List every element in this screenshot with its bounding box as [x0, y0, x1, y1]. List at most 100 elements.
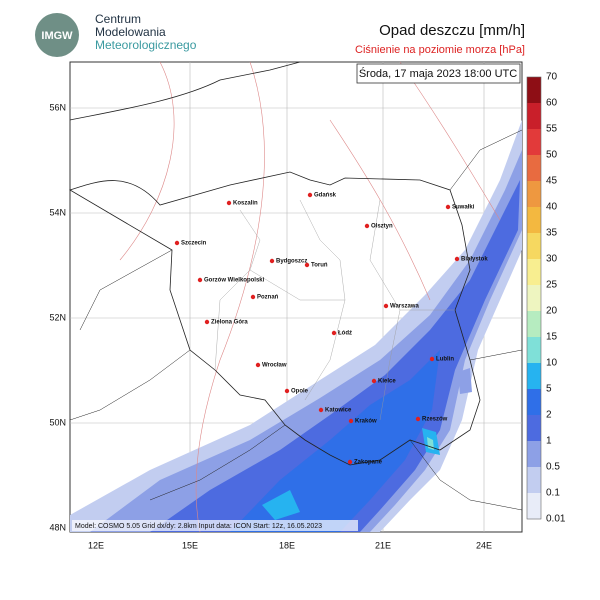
colorbar-label: 70 [546, 72, 558, 83]
city-label: Toruń [311, 263, 328, 269]
logo-line: Modelowania [95, 25, 166, 39]
colorbar-segment [527, 493, 541, 520]
colorbar-label: 2 [546, 410, 552, 421]
lat-label: 50N [49, 417, 66, 427]
city-dot [454, 256, 460, 262]
city-dot [348, 418, 354, 424]
lat-label: 54N [49, 207, 66, 217]
colorbar: 70 60 55 50 45 40 35 30 25 20 15 10 5 2 1 0.5 0.1 0.01 [526, 72, 566, 525]
subtitle: Ciśnienie na poziomie morza [hPa] [355, 44, 525, 56]
logo-text: IMGW [41, 30, 73, 42]
city-label: Lublin [436, 357, 454, 363]
city-label: Poznań [257, 295, 279, 301]
colorbar-label: 30 [546, 254, 558, 265]
axes: 56N 54N 52N 50N 48N 12E 15E 18E 21E 24E [49, 102, 492, 550]
colorbar-segment [527, 129, 541, 156]
lat-label: 56N [49, 102, 66, 112]
colorbar-segment [527, 181, 541, 208]
lon-label: 21E [375, 540, 391, 550]
colorbar-segment [527, 233, 541, 260]
regions [214, 199, 455, 421]
colorbar-label: 0.1 [546, 488, 560, 499]
city-label: Suwałki [452, 205, 475, 211]
city-label: Olsztyn [371, 224, 393, 230]
city-dot [429, 356, 435, 362]
city-dot [383, 303, 389, 309]
colorbar-label: 40 [546, 202, 558, 213]
colorbar-segment [527, 311, 541, 338]
footer-box [72, 520, 358, 531]
city-dot [318, 407, 324, 413]
colorbar-segment [527, 259, 541, 286]
colorbar-segment [527, 415, 541, 442]
precipitation [70, 120, 522, 532]
map: Środa, 17 maja 2023 18:00 UTC Model: COS… [69, 61, 523, 533]
colorbar-label: 55 [546, 124, 558, 135]
colorbar-label: 1 [546, 436, 552, 447]
city-dot [304, 262, 310, 268]
city-label: Łódź [338, 331, 352, 337]
lat-label: 52N [49, 312, 66, 322]
colorbar-label: 15 [546, 332, 558, 343]
colorbar-segment [527, 103, 541, 130]
colorbar-segment [527, 337, 541, 364]
colorbar-label: 25 [546, 280, 558, 291]
colorbar-label: 45 [546, 176, 558, 187]
footer: Model: COSMO 5.05 Grid dx/dy: 2.8km Inpu… [75, 523, 322, 530]
city-dot [445, 204, 451, 210]
colorbar-label: 0.01 [546, 514, 566, 525]
city-label: Koszalin [233, 201, 258, 207]
city-dot [204, 319, 210, 325]
city-dot [197, 277, 203, 283]
city-dot [307, 192, 313, 198]
city-label: Opole [291, 389, 309, 395]
colorbar-segment [527, 441, 541, 468]
city-label: Białystok [461, 257, 488, 263]
city-dot [415, 416, 421, 422]
city-label: Katowice [325, 408, 352, 414]
logo [35, 13, 79, 57]
lon-label: 24E [476, 540, 492, 550]
timestamp-box [356, 63, 521, 84]
colorbar-segment [527, 285, 541, 312]
city-dot [255, 362, 261, 368]
city-dot [250, 294, 256, 300]
lon-label: 15E [182, 540, 198, 550]
city-label: Gdańsk [314, 193, 337, 199]
colorbar-segment [527, 77, 541, 104]
lat-label: 48N [49, 522, 66, 532]
colorbar-label: 35 [546, 228, 558, 239]
city-dot [364, 223, 370, 229]
city-label: Warszawa [390, 304, 419, 310]
title: Opad deszczu [mm/h] [379, 22, 525, 39]
city-label: Gorzów Wielkopolski [204, 278, 265, 284]
city-dot [284, 388, 290, 394]
logo-line: Centrum [95, 12, 141, 26]
city-dot [226, 200, 232, 206]
city-dot [174, 240, 180, 246]
city-dot [347, 459, 353, 465]
borders [69, 61, 523, 511]
colorbar-label: 0.5 [546, 462, 560, 473]
colorbar-segment [527, 207, 541, 234]
city-label: Wrocław [262, 363, 287, 369]
colorbar-label: 60 [546, 98, 558, 109]
city-label: Kraków [355, 419, 377, 425]
timestamp: Środa, 17 maja 2023 18:00 UTC [359, 67, 517, 80]
city-label: Rzeszów [422, 417, 448, 423]
colorbar-label: 20 [546, 306, 558, 317]
colorbar-frame [526, 76, 542, 520]
colorbar-label: 5 [546, 384, 552, 395]
city-dot [371, 378, 377, 384]
colorbar-segment [527, 389, 541, 416]
city-dot [269, 258, 275, 264]
colorbar-segment [527, 155, 541, 182]
lon-label: 18E [279, 540, 295, 550]
colorbar-segment [527, 467, 541, 494]
city-label: Zielona Góra [211, 320, 248, 326]
city-label: Kielce [378, 379, 396, 385]
lon-label: 12E [88, 540, 104, 550]
colorbar-label: 10 [546, 358, 558, 369]
